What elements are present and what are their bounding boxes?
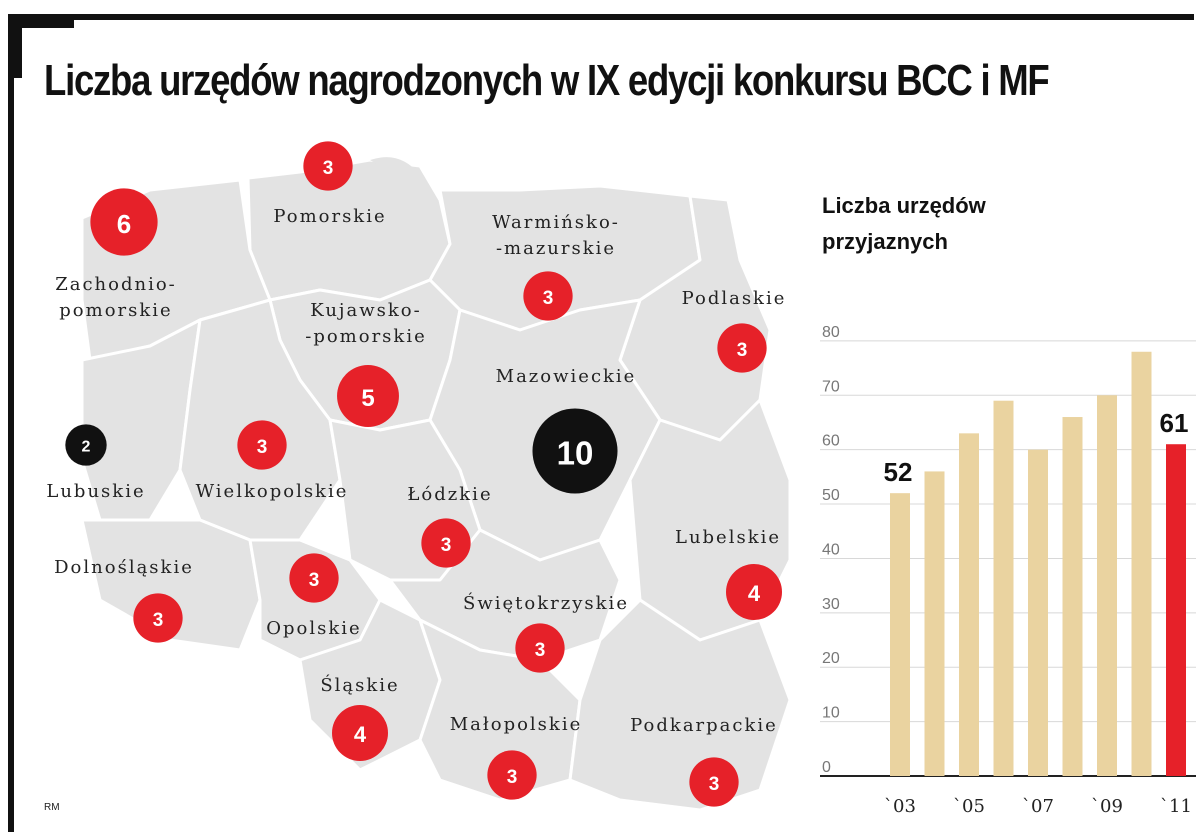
region-label-lubuskie: Lubuskie [46, 481, 145, 502]
bubble-value-dolnoslaskie: 3 [153, 610, 164, 631]
bubble-lubuskie [65, 424, 107, 466]
region-label-lodzkie: Łódzkie [407, 484, 492, 505]
chart-data-labels: 52 61 [884, 408, 1189, 487]
bubble-value-lubelskie: 4 [748, 581, 761, 606]
bubble-lubelskie [726, 564, 782, 620]
bubble-podkarpackie [689, 757, 739, 807]
bubble-lodzkie [421, 518, 471, 568]
region-label-pomorskie: Pomorskie [273, 206, 386, 227]
bubble-warminsko-mazurskie [523, 271, 573, 321]
y-tick-20: 20 [822, 650, 840, 667]
bar-2004 [924, 471, 945, 776]
chart-title-line-2: przyjaznych [822, 229, 948, 254]
bubble-value-podkarpackie: 3 [709, 774, 720, 795]
bubble-value-mazowieckie: 10 [557, 435, 594, 472]
x-tick-2009: `09 [1091, 796, 1123, 817]
bubble-value-zachodniopomorskie: 6 [117, 209, 131, 239]
y-tick-30: 30 [822, 596, 840, 613]
frame-top-border [8, 14, 1194, 20]
bubble-value-swietokrzyskie: 3 [535, 640, 546, 661]
region-label-swietokrzyskie: Świętokrzyskie [463, 591, 629, 614]
region-shape-wielkopolskie [178, 298, 342, 542]
bubble-value-slaskie: 4 [354, 722, 367, 747]
chart-bars [890, 351, 1186, 776]
frame-corner-notch [8, 14, 22, 78]
bar-2003 [890, 493, 910, 776]
x-tick-2003: `03 [884, 796, 916, 817]
bubble-podlaskie [717, 323, 767, 373]
bubble-dolnoslaskie [133, 593, 183, 643]
bubble-kujawsko-pomorskie [337, 365, 399, 427]
bar-2007 [1028, 449, 1048, 776]
page-title: Liczba urzędów nagrodzonych w IX edycji … [44, 56, 1050, 105]
y-tick-10: 10 [822, 705, 840, 722]
bubble-value-wielkopolskie: 3 [257, 437, 268, 458]
region-label-podlaskie: Podlaskie [682, 288, 787, 309]
region-label-slaskie: Śląskie [320, 673, 399, 696]
map-bubbles: 3 6 3 3 5 10 2 3 3 4 3 3 3 4 3 3 [65, 141, 782, 807]
y-tick-0: 0 [822, 759, 831, 776]
x-tick-2011: `11 [1160, 796, 1192, 817]
x-tick-2007: `07 [1022, 796, 1054, 817]
region-label-malopolskie: Małopolskie [450, 714, 583, 735]
bubble-value-opolskie: 3 [309, 570, 320, 591]
chart-title-line-1: Liczba urzędów [822, 193, 986, 218]
bubble-value-lubuskie: 2 [82, 439, 91, 456]
map-labels: Pomorskie Zachodnio-pomorskie Warmińsko- -m… [46, 206, 787, 736]
bubble-value-malopolskie: 3 [507, 767, 518, 788]
y-tick-60: 60 [822, 433, 840, 450]
chart-x-ticks: `03 `05 `07 `09 `11 [884, 796, 1192, 817]
region-label-lubelskie: Lubelskie [675, 527, 781, 548]
region-label-kujawsko-pomorskie-2: -pomorskie [305, 326, 427, 347]
bubble-wielkopolskie [237, 420, 287, 470]
bubble-opolskie [289, 553, 339, 603]
frame-left-border [8, 14, 14, 832]
region-label-warminsko-mazurskie-2: -mazurskie [496, 238, 616, 259]
bubble-slaskie [332, 705, 388, 761]
bubble-pomorskie [303, 141, 353, 191]
region-shape-podkarpackie [568, 598, 792, 812]
y-tick-70: 70 [822, 378, 840, 395]
bubble-mazowieckie [532, 408, 618, 494]
bubble-value-podlaskie: 3 [737, 340, 748, 361]
bubble-value-pomorskie: 3 [323, 158, 334, 179]
data-label-2003: 52 [884, 457, 913, 487]
region-label-mazowieckie: Mazowieckie [496, 366, 637, 387]
credit: RM [44, 802, 60, 813]
region-label-wielkopolskie: Wielkopolskie [196, 481, 349, 502]
chart-title: Liczba urzędów przyjaznych [822, 188, 986, 260]
region-label-zachodniopomorskie-2: pomorskie [59, 300, 172, 321]
bubble-zachodniopomorskie [90, 188, 158, 256]
data-label-2011: 61 [1160, 408, 1189, 438]
y-tick-40: 40 [822, 541, 840, 558]
y-tick-50: 50 [822, 487, 840, 504]
region-label-zachodniopomorskie-1: Zachodnio- [55, 274, 177, 295]
region-label-kujawsko-pomorskie-1: Kujawsko- [310, 300, 421, 321]
bubble-malopolskie [487, 750, 537, 800]
bar-2005 [959, 433, 979, 776]
region-label-dolnoslaskie: Dolnośląskie [54, 557, 194, 578]
x-tick-2005: `05 [953, 796, 985, 817]
region-label-warminsko-mazurskie-1: Warmińsko- [492, 212, 620, 233]
bar-2011 [1166, 444, 1186, 776]
bar-2006 [993, 400, 1014, 776]
bar-2010 [1131, 351, 1152, 776]
bubble-swietokrzyskie [515, 623, 565, 673]
region-label-podkarpackie: Podkarpackie [630, 715, 778, 736]
bar-2008 [1062, 417, 1083, 776]
region-label-opolskie: Opolskie [266, 618, 361, 639]
bar-2009 [1097, 395, 1117, 776]
y-tick-80: 80 [822, 324, 840, 341]
frame-corner-tab [8, 14, 74, 28]
bubble-value-warminsko-mazurskie: 3 [543, 288, 554, 309]
bubble-value-lodzkie: 3 [441, 535, 452, 556]
hel-peninsula [370, 157, 420, 175]
bubble-value-kujawsko-pomorskie: 5 [361, 385, 374, 412]
